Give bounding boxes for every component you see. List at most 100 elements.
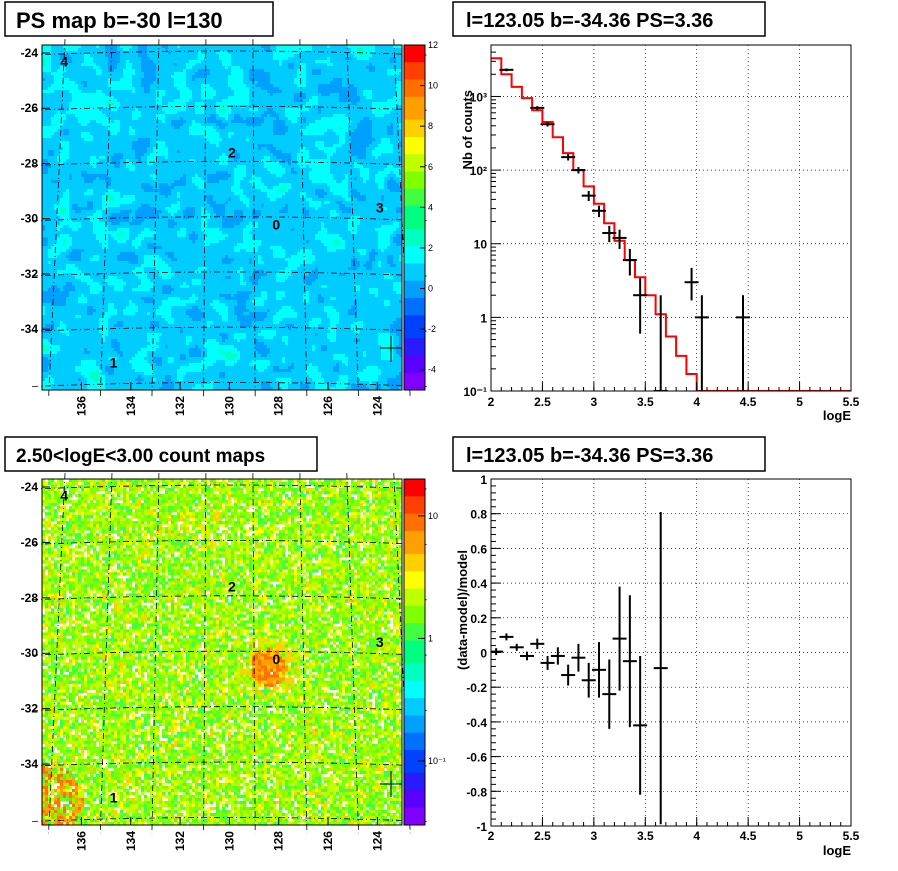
residual-point	[613, 587, 627, 691]
y-tick-label: -34	[21, 322, 39, 336]
colorbar-band	[404, 189, 425, 195]
colorbar-band	[404, 223, 425, 229]
colorbar-band	[404, 519, 425, 525]
y-tick-label: -32	[21, 267, 39, 281]
colorbar-band	[404, 577, 425, 583]
colorbar-band	[404, 321, 425, 327]
colorbar-band	[404, 646, 425, 652]
colorbar-band	[404, 514, 425, 520]
colorbar-band	[404, 258, 425, 264]
colorbar-band	[404, 773, 425, 779]
colorbar-band	[404, 327, 425, 333]
colorbar-band	[404, 154, 425, 160]
colorbar-band	[404, 218, 425, 224]
x-tick-label: 5.5	[843, 395, 860, 409]
colorbar-band	[404, 91, 425, 97]
x-tick-label: 5	[796, 395, 803, 409]
x-tick-label: 4.5	[740, 395, 757, 409]
spectrum-panel: l=123.05 b=-34.36 PS=3.36 2 2.5 3 3.5 4 4.5 5 5…	[453, 2, 860, 423]
x-tick-label: 2	[488, 395, 495, 409]
source-marker-1: 1	[110, 789, 118, 805]
residual-title: l=123.05 b=-34.36 PS=3.36	[466, 445, 713, 467]
colorbar-band	[404, 275, 425, 281]
y-tick-label: -24	[21, 480, 39, 494]
y-tick-label: -0.8	[466, 785, 487, 799]
colorbar-band	[404, 350, 425, 356]
colorbar-label: 0	[428, 284, 433, 294]
colorbar-band	[404, 554, 425, 560]
residual-point	[510, 644, 524, 651]
colorbar-band	[404, 727, 425, 733]
colorbar-label: 12	[428, 40, 438, 50]
x-tick-label: 4	[693, 395, 700, 409]
residual-point	[582, 663, 596, 698]
colorbar-band	[404, 235, 425, 241]
colorbar-band	[404, 640, 425, 646]
colorbar-band	[404, 241, 425, 247]
colorbar-band	[404, 813, 425, 819]
colorbar-band	[404, 583, 425, 589]
colorbar-band	[404, 333, 425, 339]
colorbar-band	[404, 785, 425, 791]
spectrum-title: l=123.05 b=-34.36 PS=3.36	[466, 10, 713, 32]
source-marker-0: 0	[272, 216, 280, 232]
y-tick-label: -0.4	[466, 716, 487, 730]
colorbar-band	[404, 617, 425, 623]
colorbar-band	[404, 589, 425, 595]
spectrum-plot	[491, 58, 851, 391]
colorbar-band	[404, 715, 425, 721]
colorbar-band	[404, 68, 425, 74]
colorbar-band	[404, 183, 425, 189]
colorbar-band	[404, 531, 425, 537]
colorbar-band	[404, 269, 425, 275]
y-tick-label: -32	[21, 702, 39, 716]
colorbar-band	[404, 750, 425, 756]
colorbar-band	[404, 131, 425, 137]
colorbar-band	[404, 149, 425, 155]
colorbar-band	[404, 373, 425, 379]
x-tick-label: 3	[591, 829, 598, 843]
residual-point	[499, 633, 513, 640]
colorbar-band	[404, 177, 425, 183]
x-tick-label: 3.5	[637, 829, 654, 843]
colorbar-band	[404, 508, 425, 514]
y-tick-label: -0.2	[466, 681, 487, 695]
colorbar-band	[404, 767, 425, 773]
colorbar-band	[404, 698, 425, 704]
colorbar-band	[404, 379, 425, 385]
count-map-panel: 2.50<logE<3.00 count maps -24-26-28-30-3…	[5, 437, 446, 851]
y-tick-label: -26	[21, 535, 39, 549]
ps-map-title: PS map b=-30 l=130	[16, 8, 223, 33]
x-tick-label: 3.5	[637, 395, 654, 409]
x-tick-label: 126	[321, 831, 335, 851]
colorbar-band	[404, 779, 425, 785]
colorbar-band	[404, 762, 425, 768]
x-tick-label: 134	[124, 831, 138, 851]
source-marker-0: 0	[272, 651, 280, 667]
colorbar-band	[404, 479, 425, 485]
y-tick-label: 0.2	[470, 612, 487, 626]
x-tick-label: 136	[74, 396, 88, 416]
colorbar-band	[404, 739, 425, 745]
colorbar-band	[404, 635, 425, 641]
x-tick-label: 130	[222, 396, 236, 416]
x-tick-label: 2.5	[534, 395, 551, 409]
count-map-title: 2.50<logE<3.00 count maps	[16, 446, 265, 467]
colorbar-band	[404, 675, 425, 681]
residual-point	[623, 595, 637, 727]
colorbar-band	[404, 143, 425, 149]
colorbar-band	[404, 733, 425, 739]
y-tick-label: 0.4	[470, 577, 487, 591]
y-tick-label: -34	[21, 757, 39, 771]
y-tick-label: 0	[480, 647, 487, 661]
colorbar-band	[404, 361, 425, 367]
colorbar-band	[404, 658, 425, 664]
residual-plot	[489, 512, 668, 824]
colorbar-label: 2	[428, 243, 433, 253]
colorbar-band	[404, 623, 425, 629]
colorbar-band	[404, 600, 425, 606]
colorbar-band	[404, 292, 425, 298]
residual-point	[561, 665, 575, 686]
colorbar-band	[404, 669, 425, 675]
colorbar-band	[404, 85, 425, 91]
